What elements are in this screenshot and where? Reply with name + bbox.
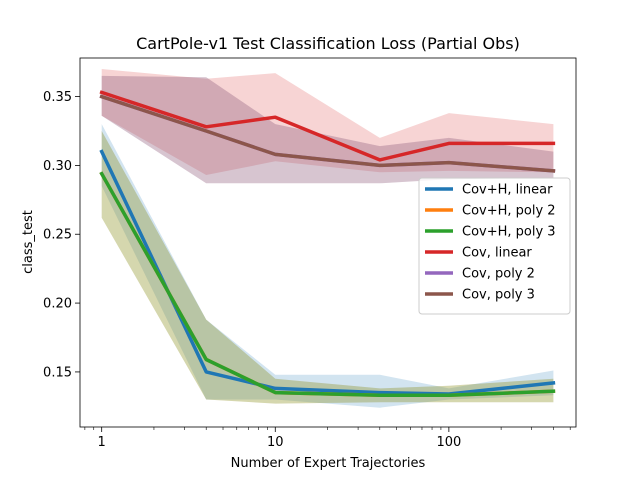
confidence-bands (101, 69, 554, 408)
band-cov-linear (101, 69, 554, 175)
y-tick-label: 0.30 (43, 159, 72, 174)
legend: Cov+H, linear Cov+H, poly 2 Cov+H, poly 3 C… (418, 177, 571, 315)
axes: 1 10 100 0.15 0.20 0.25 0.30 0.35 (43, 57, 577, 450)
y-axis-label: class_test (21, 210, 36, 274)
legend-label-cov-poly-2: Cov, poly 2 (462, 267, 535, 282)
x-tick-label: 10 (267, 435, 284, 450)
y-tick-label: 0.15 (43, 365, 72, 380)
band-cov-poly-3 (101, 75, 554, 184)
series-line-cov-poly-3 (99, 94, 556, 173)
series-line-cov-h-poly-3 (99, 171, 556, 398)
band-cov-h-poly-2 (101, 131, 554, 404)
band-cov-poly-2 (101, 75, 554, 184)
series-line-cov-linear (99, 90, 556, 162)
legend-label-cov-h-poly-3: Cov+H, poly 3 (462, 225, 556, 240)
legend-label-cov-h-linear: Cov+H, linear (462, 183, 553, 198)
legend-label-cov-poly-3: Cov, poly 3 (462, 288, 535, 303)
legend-label-cov-linear: Cov, linear (462, 246, 532, 261)
band-cov-h-poly-3 (101, 131, 554, 404)
band-cov-h-linear (101, 124, 554, 408)
y-tick-label: 0.25 (43, 228, 72, 243)
x-tick-label: 100 (436, 435, 461, 450)
legend-box (418, 177, 571, 315)
plot-frame (79, 57, 577, 428)
series-lines (99, 90, 556, 398)
legend-label-cov-h-poly-2: Cov+H, poly 2 (462, 204, 556, 219)
x-tick-label: 1 (98, 435, 106, 450)
y-tick-label: 0.35 (43, 90, 72, 105)
x-axis-label: Number of Expert Trajectories (231, 456, 426, 471)
chart-title: CartPole-v1 Test Classification Loss (Pa… (136, 34, 520, 53)
series-line-cov-h-linear (99, 149, 556, 396)
y-tick-label: 0.20 (43, 297, 72, 312)
